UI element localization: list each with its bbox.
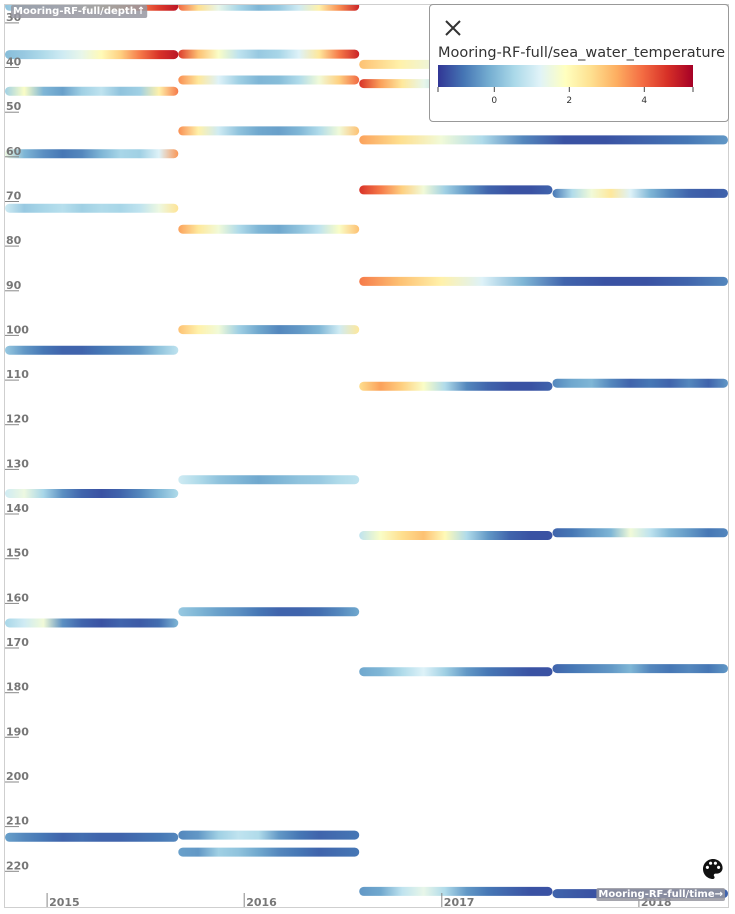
y-tick-label: 190 [6, 725, 29, 738]
data-segment [5, 489, 179, 498]
data-segment [5, 149, 179, 159]
data-segment [359, 531, 553, 540]
y-tick-label: 110 [6, 368, 29, 381]
data-segment [359, 667, 553, 677]
data-segment [178, 847, 360, 857]
data-segment [5, 345, 179, 355]
x-tick-label: 2017 [444, 896, 475, 907]
data-segment [5, 50, 179, 60]
data-segment [552, 188, 728, 198]
colorbar-ticks: 0 2 4 [437, 87, 694, 106]
y-tick-label: 70 [6, 190, 22, 203]
x-axis-title-group: Mooring-RF-full/time→ [596, 888, 725, 901]
y-tick-label: 80 [6, 234, 22, 247]
y-tick-label: 170 [6, 636, 29, 649]
palette-icon[interactable] [701, 857, 725, 881]
colorbar-tick-label: 0 [491, 96, 497, 106]
y-tick-label: 40 [6, 56, 22, 69]
colorbar-title: Mooring-RF-full/sea_water_temperature [438, 45, 726, 61]
data-segment [5, 203, 179, 213]
x-tick-label: 2016 [246, 896, 277, 907]
x-axis-title: Mooring-RF-full/time→ [598, 889, 723, 900]
colorbar-legend: Mooring-RF-full/sea_water_temperature 0 2… [429, 4, 729, 122]
colorbar-tick-label: 2 [566, 96, 572, 106]
data-segment [359, 185, 553, 195]
y-tick-label: 90 [6, 279, 22, 292]
data-layer [5, 5, 728, 899]
data-segment [178, 5, 360, 11]
y-tick-label: 60 [6, 145, 22, 158]
axis-title-background [11, 5, 148, 18]
y-tick-label: 50 [6, 100, 22, 113]
data-segment [178, 49, 360, 59]
y-tick-label: 180 [6, 681, 29, 694]
y-tick-label: 100 [6, 323, 29, 336]
data-segment [5, 832, 179, 842]
chart-frame: 3040506070809010011012013014015016017018… [4, 4, 729, 908]
x-tick-label: 2018 [641, 896, 672, 907]
data-segment [178, 830, 360, 840]
data-segment [5, 86, 179, 96]
colorbar-tick-label: 4 [641, 96, 647, 106]
close-icon[interactable] [442, 17, 464, 39]
data-segment [178, 475, 360, 485]
data-segment [178, 75, 360, 85]
data-segment [552, 378, 728, 388]
data-segment [178, 325, 360, 335]
y-tick-label: 140 [6, 502, 29, 515]
data-segment [178, 126, 360, 136]
data-segment [552, 664, 728, 674]
data-segment [359, 381, 553, 391]
x-tick-label: 2015 [49, 896, 80, 907]
data-segment [359, 276, 728, 286]
data-segment [359, 135, 728, 145]
data-segment [359, 886, 553, 896]
y-tick-label: 200 [6, 770, 29, 783]
y-axis-title: Mooring-RF-full/depth↑ [13, 6, 145, 17]
chart-plot[interactable]: 3040506070809010011012013014015016017018… [5, 5, 728, 907]
data-segment [178, 224, 360, 234]
y-tick-label: 120 [6, 413, 29, 426]
y-tick-label: 150 [6, 547, 29, 560]
y-tick-label: 160 [6, 591, 29, 604]
colorbar-gradient [438, 65, 693, 87]
axis-title-background [596, 888, 725, 901]
data-segment [5, 618, 179, 628]
y-tick-label: 220 [6, 859, 29, 872]
y-tick-label: 130 [6, 457, 29, 470]
colorbar: 0 2 4 [437, 65, 694, 106]
data-segment [552, 528, 728, 538]
y-axis: 3040506070809010011012013014015016017018… [5, 11, 29, 872]
y-tick-label: 210 [6, 815, 29, 828]
data-segment [178, 607, 360, 617]
y-axis-title-group: Mooring-RF-full/depth↑ [11, 5, 148, 18]
